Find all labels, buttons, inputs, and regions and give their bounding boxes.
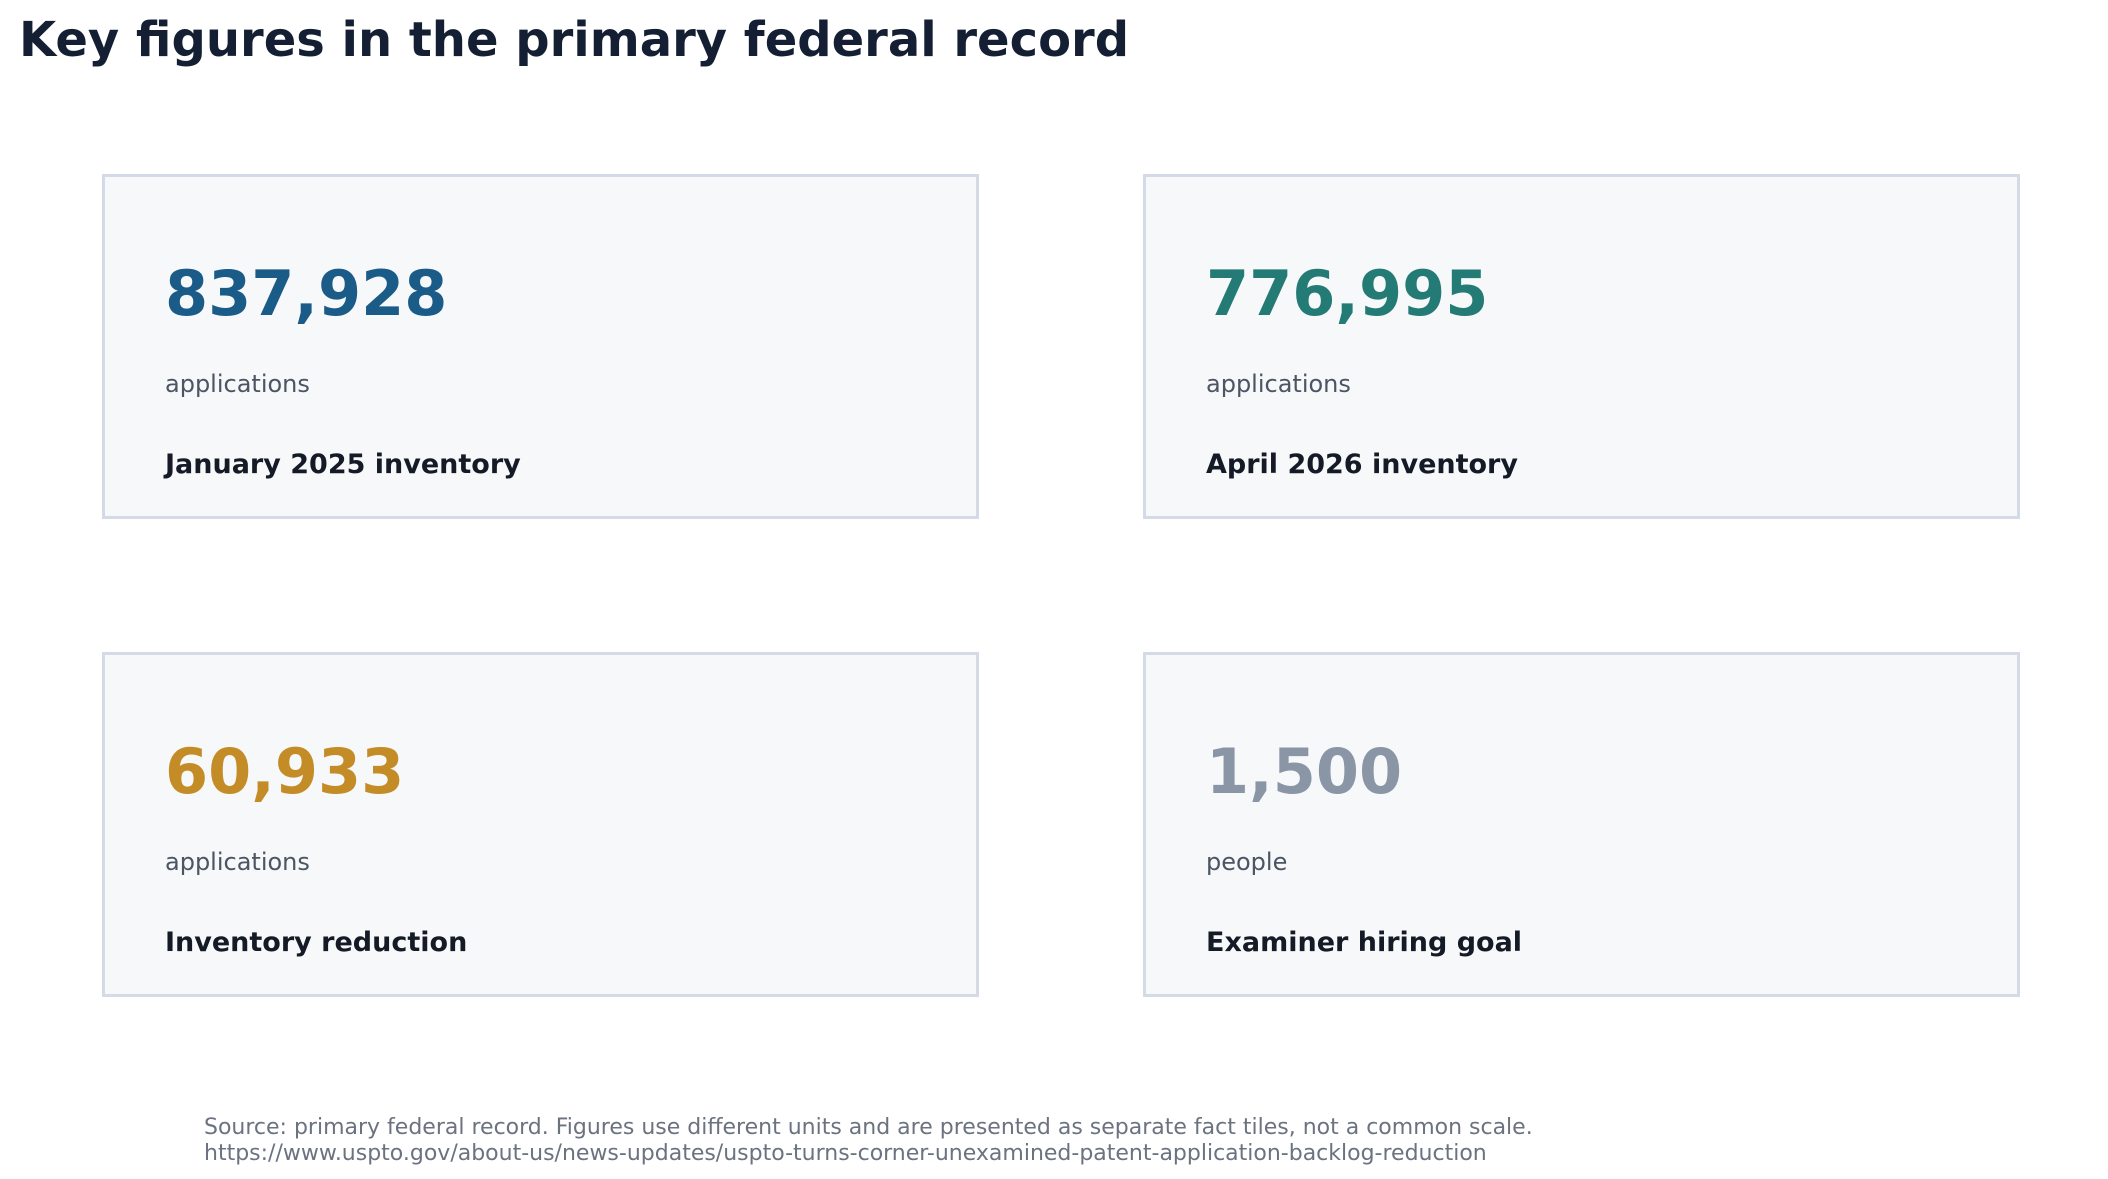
fact-tile-april-2026-inventory: 776,995 applications April 2026 inventor… xyxy=(1143,174,2020,519)
tile-label: Examiner hiring goal xyxy=(1206,927,1523,958)
tile-value: 1,500 xyxy=(1206,735,1403,808)
tile-label: January 2025 inventory xyxy=(165,449,521,480)
fact-tile-inventory-reduction: 60,933 applications Inventory reduction xyxy=(102,652,979,997)
tile-unit: people xyxy=(1206,848,1288,876)
tile-label: Inventory reduction xyxy=(165,927,468,958)
tile-unit: applications xyxy=(165,370,310,398)
source-text: Source: primary federal record. Figures … xyxy=(204,1115,1533,1140)
fact-tile-examiner-hiring-goal: 1,500 people Examiner hiring goal xyxy=(1143,652,2020,997)
source-url: https://www.uspto.gov/about-us/news-upda… xyxy=(204,1140,1487,1166)
fact-tile-january-2025-inventory: 837,928 applications January 2025 invent… xyxy=(102,174,979,519)
tile-value: 60,933 xyxy=(165,735,405,808)
tile-unit: applications xyxy=(165,848,310,876)
tile-value: 837,928 xyxy=(165,257,448,330)
source-note: Source: primary federal record. Figures … xyxy=(204,1115,1533,1167)
page-title: Key figures in the primary federal recor… xyxy=(19,12,1130,68)
tile-value: 776,995 xyxy=(1206,257,1489,330)
tile-unit: applications xyxy=(1206,370,1351,398)
tile-label: April 2026 inventory xyxy=(1206,449,1518,480)
